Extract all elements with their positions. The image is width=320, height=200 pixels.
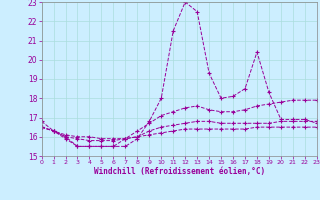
X-axis label: Windchill (Refroidissement éolien,°C): Windchill (Refroidissement éolien,°C) <box>94 167 265 176</box>
